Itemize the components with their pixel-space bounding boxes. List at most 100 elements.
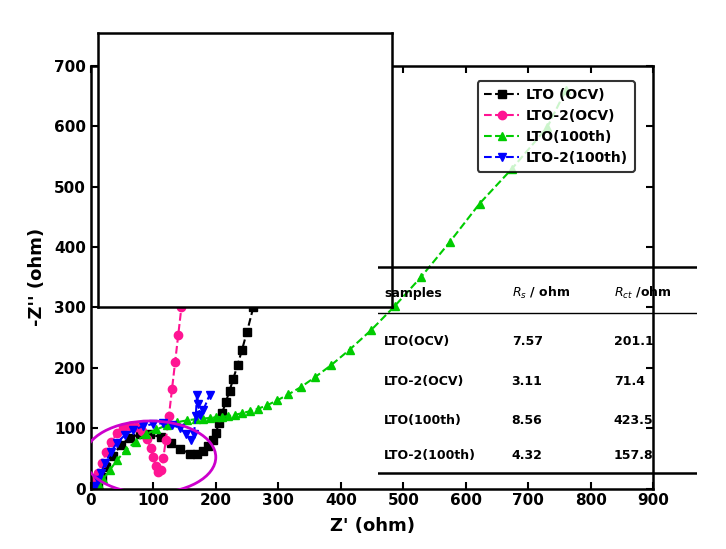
LTO(100th): [253, 406, 262, 412]
LTO (OCV): [135, 431, 144, 438]
LTO-2(OCV): [97, 460, 107, 467]
Text: $R_{ct}$ /ohm: $R_{ct}$ /ohm: [614, 285, 672, 301]
LTO (OCV): [225, 388, 234, 394]
LTO(100th): [327, 362, 335, 369]
LTO(100th): [543, 124, 552, 131]
LTO (OCV): [185, 450, 194, 457]
LTO (OCV): [221, 399, 230, 406]
LTO (OCV): [237, 346, 246, 353]
LTO (OCV): [249, 304, 258, 311]
LTO(100th): [113, 457, 121, 463]
LTO(100th): [561, 87, 570, 93]
LTO-2(OCV): [125, 423, 134, 429]
LTO-2(100th): [187, 437, 195, 444]
Text: 8.56: 8.56: [512, 414, 542, 427]
LTO (OCV): [125, 435, 134, 441]
Legend: LTO (OCV), LTO-2(OCV), LTO(100th), LTO-2(100th): LTO (OCV), LTO-2(OCV), LTO(100th), LTO-2…: [478, 81, 635, 172]
Text: LTO(OCV): LTO(OCV): [384, 335, 450, 348]
LTO (OCV): [166, 439, 175, 446]
LTO-2(OCV): [147, 444, 155, 451]
LTO(100th): [507, 165, 516, 172]
LTO(100th): [273, 397, 282, 404]
LTO(100th): [284, 391, 293, 397]
Line: LTO(100th): LTO(100th): [92, 86, 570, 493]
LTO-2(OCV): [89, 485, 97, 492]
Text: 3.11: 3.11: [512, 374, 542, 388]
LTO-2(100th): [148, 421, 157, 427]
LTO-2(100th): [121, 432, 129, 439]
Text: 4.32: 4.32: [512, 449, 542, 462]
LTO (OCV): [94, 480, 102, 487]
LTO-2(OCV): [156, 467, 165, 474]
LTO-2(100th): [192, 413, 200, 419]
LTO(100th): [152, 426, 160, 433]
Text: LTO(100th): LTO(100th): [384, 414, 462, 427]
LTO-2(100th): [107, 449, 115, 456]
LTO (OCV): [229, 376, 237, 382]
LTO(100th): [237, 410, 246, 416]
LTO-2(100th): [91, 483, 99, 489]
LTO(100th): [263, 402, 272, 408]
LTO-2(OCV): [149, 454, 158, 461]
LTO(100th): [296, 384, 305, 390]
LTO-2(OCV): [189, 235, 198, 242]
LTO (OCV): [156, 434, 165, 440]
LTO (OCV): [108, 453, 117, 460]
LTO-2(100th): [168, 421, 176, 428]
LTO-2(100th): [97, 469, 105, 476]
LTO (OCV): [192, 450, 201, 457]
LTO-2(100th): [196, 412, 205, 418]
LTO(100th): [218, 413, 227, 420]
LTO(100th): [142, 431, 150, 438]
LTO (OCV): [208, 437, 217, 444]
Line: LTO-2(100th): LTO-2(100th): [89, 391, 213, 493]
LTO-2(OCV): [102, 449, 111, 456]
Line: LTO (OCV): LTO (OCV): [91, 74, 306, 493]
LTO (OCV): [176, 445, 184, 452]
LTO-2(OCV): [168, 385, 176, 392]
LTO-2(100th): [158, 420, 167, 427]
LTO-2(OCV): [171, 358, 179, 365]
LTO-2(OCV): [131, 424, 140, 430]
Line: LTO-2(OCV): LTO-2(OCV): [89, 234, 198, 493]
LTO-2(100th): [89, 485, 98, 492]
LTO-2(100th): [192, 392, 201, 399]
LTO(100th): [192, 416, 200, 423]
LTO-2(100th): [194, 401, 203, 407]
LTO(100th): [99, 475, 107, 482]
LTO(100th): [105, 467, 114, 474]
LTO-2(OCV): [94, 469, 102, 476]
LTO-2(100th): [176, 425, 184, 432]
LTO (OCV): [298, 75, 306, 81]
LTO (OCV): [266, 226, 275, 232]
LTO(100th): [205, 414, 214, 421]
LTO-2(OCV): [183, 253, 192, 260]
Y-axis label: -Z'' (ohm): -Z'' (ohm): [28, 228, 46, 326]
LTO (OCV): [146, 431, 155, 438]
LTO(100th): [230, 412, 239, 418]
LTO-2(OCV): [165, 413, 174, 419]
LTO(100th): [346, 346, 354, 353]
LTO(100th): [224, 413, 232, 419]
Text: LTO-2(OCV): LTO-2(OCV): [384, 374, 465, 388]
LTO-2(OCV): [89, 483, 98, 489]
LTO-2(100th): [205, 392, 214, 399]
LTO (OCV): [91, 485, 100, 492]
Text: 7.57: 7.57: [512, 335, 542, 348]
LTO(100th): [94, 481, 103, 488]
LTO-2(100th): [138, 423, 147, 430]
LTO (OCV): [256, 271, 265, 278]
LTO(100th): [91, 485, 100, 492]
LTO-2(OCV): [161, 437, 170, 444]
LTO (OCV): [102, 464, 111, 471]
Text: samples: samples: [384, 287, 441, 300]
LTO (OCV): [97, 473, 107, 480]
LTO-2(OCV): [113, 430, 121, 436]
Text: LTO-2(100th): LTO-2(100th): [384, 449, 476, 462]
LTO-2(100th): [182, 431, 191, 438]
LTO (OCV): [211, 430, 220, 436]
LTO(100th): [417, 274, 425, 281]
LTO(100th): [121, 447, 130, 453]
LTO(100th): [245, 408, 254, 414]
LTO-2(OCV): [154, 468, 163, 475]
